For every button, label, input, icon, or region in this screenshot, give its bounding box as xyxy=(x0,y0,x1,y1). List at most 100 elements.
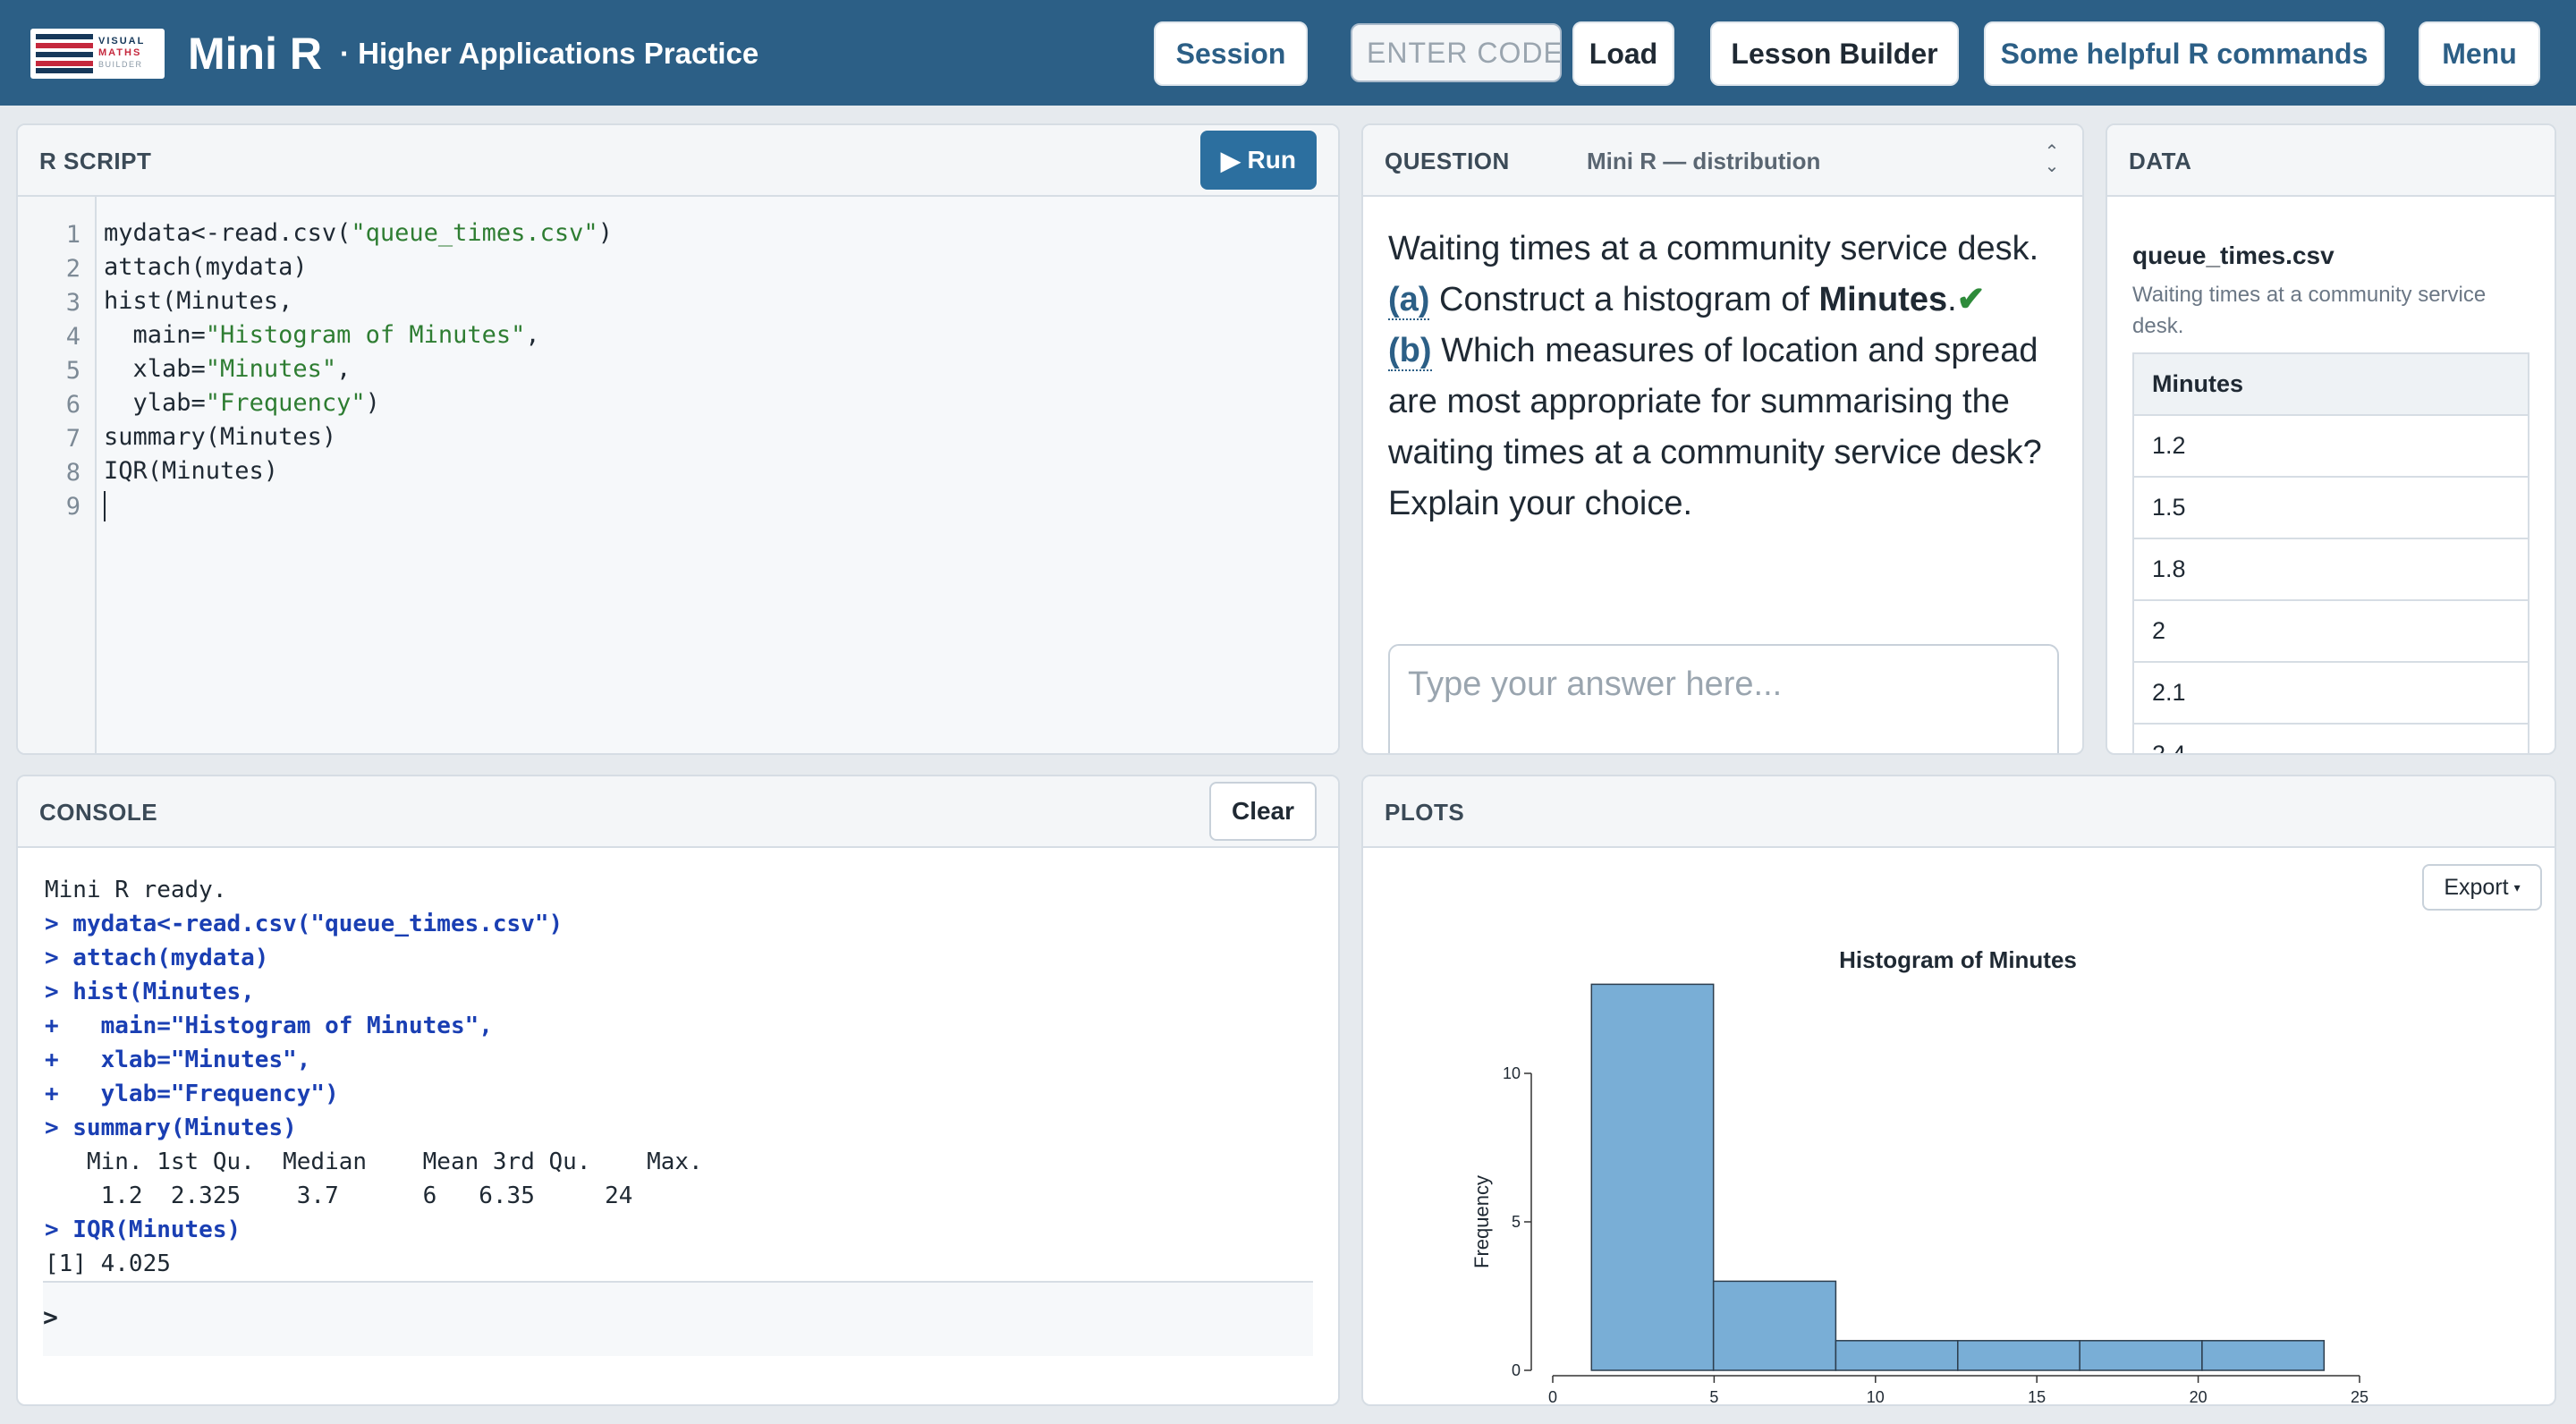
console-title: CONSOLE xyxy=(39,799,158,826)
line-number: 3 xyxy=(65,289,80,317)
column-header: Minutes xyxy=(2132,352,2529,416)
line-number: 8 xyxy=(65,459,80,487)
question-header: QUESTION Mini R — distribution ⌃ ⌄ xyxy=(1363,125,2082,197)
app-subtitle: · Higher Applications Practice xyxy=(340,37,759,70)
console-panel: CONSOLE Clear Mini R ready. > mydata<-re… xyxy=(16,775,1340,1406)
app-header: VISUAL MATHS BUILDER Mini R · Higher App… xyxy=(0,0,2576,106)
code-line: ylab="Frequency") xyxy=(104,389,380,417)
histogram-bar xyxy=(1590,983,1715,1371)
line-number: 6 xyxy=(65,391,80,419)
lesson-builder-button[interactable]: Lesson Builder xyxy=(1710,21,1959,86)
code-line: summary(Minutes) xyxy=(104,423,337,451)
clear-button[interactable]: Clear xyxy=(1209,782,1317,841)
r-script-panel: R SCRIPT ▶ Run 1 2 3 4 5 6 7 8 9 xyxy=(16,123,1340,755)
answer-input[interactable] xyxy=(1388,644,2059,753)
y-tick-label: 5 xyxy=(1512,1213,1521,1231)
line-number: 4 xyxy=(65,323,80,351)
question-title: QUESTION xyxy=(1385,148,1510,174)
line-number: 5 xyxy=(65,357,80,385)
console-command: > attach(mydata) xyxy=(45,945,269,971)
histogram-bar xyxy=(1957,1340,2080,1371)
console-header: CONSOLE Clear xyxy=(18,776,1338,848)
data-header: DATA xyxy=(2107,125,2555,197)
code-editor[interactable] xyxy=(97,197,1338,753)
script-code[interactable]: mydata<-read.csv("queue_times.csv") atta… xyxy=(104,216,613,522)
logo-grid-icon xyxy=(36,34,93,73)
code-line: main="Histogram of Minutes", xyxy=(104,321,540,349)
r-script-header: R SCRIPT ▶ Run xyxy=(18,125,1338,197)
table-cell: 1.5 xyxy=(2132,476,2529,539)
console-command: + main="Histogram of Minutes", xyxy=(45,1013,493,1039)
code-line: IQR(Minutes) xyxy=(104,457,279,485)
line-number-gutter: 1 2 3 4 5 6 7 8 9 xyxy=(18,197,97,753)
data-table: Minutes 1.2 1.5 1.8 2 2.1 2.4 xyxy=(2132,352,2529,753)
code-line: xlab="Minutes", xyxy=(104,355,352,383)
x-tick-label: 10 xyxy=(1867,1388,1885,1404)
r-script-title: R SCRIPT xyxy=(39,148,152,174)
enter-code-input[interactable] xyxy=(1351,23,1562,82)
table-cell: 2.4 xyxy=(2132,723,2529,753)
table-cell: 2.1 xyxy=(2132,661,2529,725)
caret-down-icon: ▾ xyxy=(2513,879,2521,894)
text-cursor xyxy=(104,490,106,521)
session-button[interactable]: Session xyxy=(1154,21,1308,86)
console-command: > summary(Minutes) xyxy=(45,1115,297,1141)
iqr-result: [1] 4.025 xyxy=(45,1250,171,1277)
console-input[interactable]: > xyxy=(43,1281,1313,1356)
app-title: Mini R xyxy=(188,29,322,79)
x-tick-label: 0 xyxy=(1548,1388,1557,1404)
check-icon: ✔ xyxy=(1956,281,1986,318)
console-line: Mini R ready. xyxy=(45,877,227,903)
plots-title: PLOTS xyxy=(1385,799,1465,826)
export-button[interactable]: Export ▾ xyxy=(2422,864,2542,911)
menu-button[interactable]: Menu xyxy=(2419,21,2540,86)
summary-header: Min. 1st Qu. Median Mean 3rd Qu. Max. xyxy=(45,1149,703,1175)
y-tick-label: 10 xyxy=(1503,1064,1521,1082)
histogram-bar xyxy=(2201,1340,2326,1371)
console-command: + xlab="Minutes", xyxy=(45,1047,311,1073)
line-number: 2 xyxy=(65,255,80,283)
console-command: > mydata<-read.csv("queue_times.csv") xyxy=(45,911,564,937)
plots-panel: PLOTS Export ▾ Histogram of Minutes 0 5 10 1… xyxy=(1361,775,2556,1406)
x-tick-label: 5 xyxy=(1709,1388,1718,1404)
table-cell: 1.2 xyxy=(2132,414,2529,478)
histogram-chart: Histogram of Minutes0510152025Minutes051… xyxy=(1470,946,2368,1404)
line-number: 9 xyxy=(65,493,80,521)
x-tick-label: 15 xyxy=(2028,1388,2046,1404)
question-intro: Waiting times at a community service des… xyxy=(1388,230,2039,267)
chevron-updown-icon[interactable]: ⌃ ⌄ xyxy=(2044,142,2060,176)
console-prompt-symbol: > xyxy=(43,1302,58,1332)
table-cell: 2 xyxy=(2132,599,2529,663)
code-line: attach(mydata) xyxy=(104,253,308,281)
load-button[interactable]: Load xyxy=(1572,21,1674,86)
table-cell: 1.8 xyxy=(2132,538,2529,601)
y-tick-label: 0 xyxy=(1512,1361,1521,1379)
x-tick-label: 20 xyxy=(2190,1388,2207,1404)
question-text: Waiting times at a community service des… xyxy=(1388,230,2042,522)
console-command: > IQR(Minutes) xyxy=(45,1216,242,1243)
helpful-r-commands-button[interactable]: Some helpful R commands xyxy=(1984,21,2385,86)
plots-header: PLOTS xyxy=(1363,776,2555,848)
x-tick-label: 25 xyxy=(2351,1388,2368,1404)
histogram-bar xyxy=(2079,1340,2203,1371)
part-b-link[interactable]: (b) xyxy=(1388,332,1432,371)
console-command: > hist(Minutes, xyxy=(45,979,255,1005)
logo-wordmark: VISUAL MATHS BUILDER xyxy=(98,36,146,69)
console-command: + ylab="Frequency") xyxy=(45,1081,339,1107)
question-select[interactable]: Mini R — distribution xyxy=(1587,148,1821,174)
question-panel: QUESTION Mini R — distribution ⌃ ⌄ Waitin… xyxy=(1361,123,2084,755)
code-line: mydata<-read.csv("queue_times.csv") xyxy=(104,219,613,247)
visual-maths-builder-logo: VISUAL MATHS BUILDER xyxy=(30,29,165,79)
data-panel: DATA queue_times.csv Waiting times at a … xyxy=(2106,123,2556,755)
play-icon: ▶ xyxy=(1221,146,1241,174)
y-axis-label: Frequency xyxy=(1470,1175,1493,1268)
summary-values: 1.2 2.325 3.7 6 6.35 24 xyxy=(45,1182,633,1209)
data-title: DATA xyxy=(2129,148,2192,174)
part-a-link[interactable]: (a) xyxy=(1388,281,1430,320)
run-button[interactable]: ▶ Run xyxy=(1200,131,1317,190)
chart-title: Histogram of Minutes xyxy=(1839,946,2077,973)
line-number: 1 xyxy=(65,221,80,249)
histogram-bar xyxy=(1835,1340,1959,1371)
line-number: 7 xyxy=(65,425,80,453)
console-output: Mini R ready. > mydata<-read.csv("queue_… xyxy=(45,873,703,1281)
